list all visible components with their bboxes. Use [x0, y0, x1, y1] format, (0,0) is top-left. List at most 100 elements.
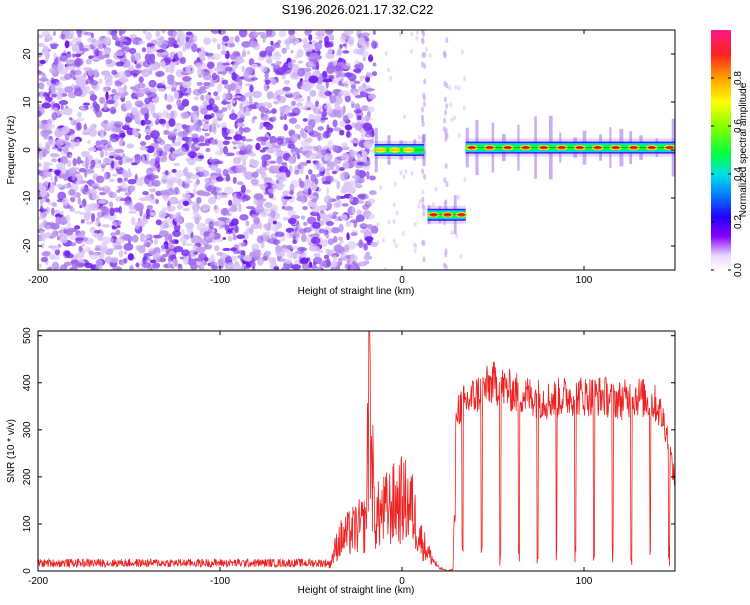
- noise-speckle: [38, 185, 47, 192]
- noise-speckle: [209, 175, 218, 179]
- noise-speckle: [100, 134, 105, 139]
- noise-speckle: [58, 100, 69, 106]
- noise-speckle: [231, 72, 237, 81]
- noise-speckle: [97, 43, 104, 50]
- noise-speckle: [259, 149, 266, 153]
- noise-speckle: [102, 86, 110, 92]
- noise-speckle: [292, 70, 299, 77]
- noise-speckle: [333, 66, 344, 74]
- noise-speckle: [146, 111, 150, 119]
- noise-speckle: [39, 72, 45, 76]
- noise-speckle: [350, 83, 357, 89]
- spectrogram-y-tick-label: 10: [22, 96, 33, 108]
- noise-streak: [444, 162, 448, 169]
- noise-speckle: [212, 195, 223, 200]
- noise-speckle: [38, 263, 42, 269]
- noise-speckle: [227, 235, 233, 242]
- noise-speckle: [104, 256, 113, 264]
- noise-speckle: [76, 49, 81, 55]
- noise-speckle: [51, 93, 57, 98]
- noise-speckle: [452, 115, 456, 121]
- noise-speckle: [97, 54, 106, 60]
- noise-speckle: [449, 102, 453, 108]
- noise-speckle: [50, 181, 56, 189]
- noise-speckle: [74, 57, 83, 66]
- noise-speckle: [266, 91, 274, 99]
- noise-speckle: [172, 176, 182, 184]
- noise-speckle: [241, 65, 246, 73]
- noise-speckle: [413, 248, 417, 254]
- noise-speckle: [115, 92, 126, 99]
- noise-speckle: [342, 115, 349, 123]
- noise-speckle: [301, 132, 308, 139]
- noise-speckle: [221, 45, 227, 51]
- noise-speckle: [144, 134, 151, 141]
- noise-speckle: [163, 56, 172, 64]
- noise-speckle: [285, 44, 290, 50]
- noise-speckle: [172, 30, 177, 38]
- noise-speckle: [51, 158, 57, 163]
- noise-speckle: [166, 85, 172, 90]
- noise-speckle: [249, 84, 254, 93]
- colorbar-tick-label: 0.2: [733, 215, 744, 229]
- noise-speckle: [259, 121, 264, 129]
- noise-speckle: [245, 220, 250, 227]
- noise-speckle: [112, 266, 122, 270]
- snr-y-axis-label: SNR (10 * v/v): [6, 419, 17, 483]
- noise-speckle: [291, 264, 302, 270]
- noise-speckle: [282, 86, 291, 92]
- noise-speckle: [221, 127, 231, 136]
- noise-speckle: [366, 171, 370, 180]
- noise-speckle: [204, 177, 210, 183]
- noise-speckle: [372, 30, 376, 35]
- noise-speckle: [353, 80, 361, 84]
- noise-speckle: [118, 130, 126, 139]
- noise-speckle: [39, 59, 47, 64]
- noise-speckle: [64, 40, 70, 49]
- noise-speckle: [182, 75, 192, 82]
- noise-speckle: [202, 100, 208, 107]
- noise-speckle: [215, 64, 226, 72]
- noise-speckle: [418, 199, 422, 205]
- noise-speckle: [336, 180, 341, 190]
- noise-speckle: [288, 117, 298, 124]
- noise-speckle: [56, 91, 63, 100]
- noise-speckle: [383, 266, 387, 270]
- noise-speckle: [341, 142, 348, 149]
- noise-speckle: [348, 150, 358, 157]
- noise-speckle: [206, 104, 213, 111]
- noise-speckle: [311, 198, 318, 203]
- noise-speckle: [84, 186, 89, 193]
- noise-speckle: [50, 45, 58, 50]
- noise-speckle: [221, 40, 225, 47]
- noise-speckle: [129, 34, 137, 39]
- noise-speckle: [211, 37, 218, 43]
- noise-speckle: [164, 245, 169, 250]
- noise-speckle: [368, 192, 377, 196]
- noise-speckle: [214, 139, 218, 145]
- noise-speckle: [200, 94, 205, 101]
- noise-speckle: [342, 43, 347, 47]
- noise-speckle: [251, 63, 259, 68]
- noise-speckle: [286, 112, 297, 117]
- noise-speckle: [149, 250, 156, 256]
- noise-speckle: [297, 246, 308, 252]
- noise-speckle: [172, 230, 181, 238]
- noise-speckle: [47, 139, 57, 147]
- noise-speckle: [417, 134, 421, 140]
- noise-speckle: [264, 79, 271, 85]
- noise-speckle: [109, 178, 115, 183]
- noise-speckle: [277, 176, 285, 184]
- noise-speckle: [52, 30, 57, 37]
- noise-speckle: [249, 152, 257, 157]
- noise-speckle: [51, 90, 56, 94]
- noise-speckle: [315, 61, 320, 71]
- noise-speckle: [113, 100, 119, 108]
- noise-streak: [444, 109, 448, 116]
- noise-speckle: [318, 249, 324, 254]
- noise-speckle: [363, 243, 368, 251]
- noise-speckle: [165, 249, 170, 255]
- noise-speckle: [275, 89, 285, 96]
- noise-speckle: [90, 213, 96, 223]
- noise-speckle: [173, 44, 179, 49]
